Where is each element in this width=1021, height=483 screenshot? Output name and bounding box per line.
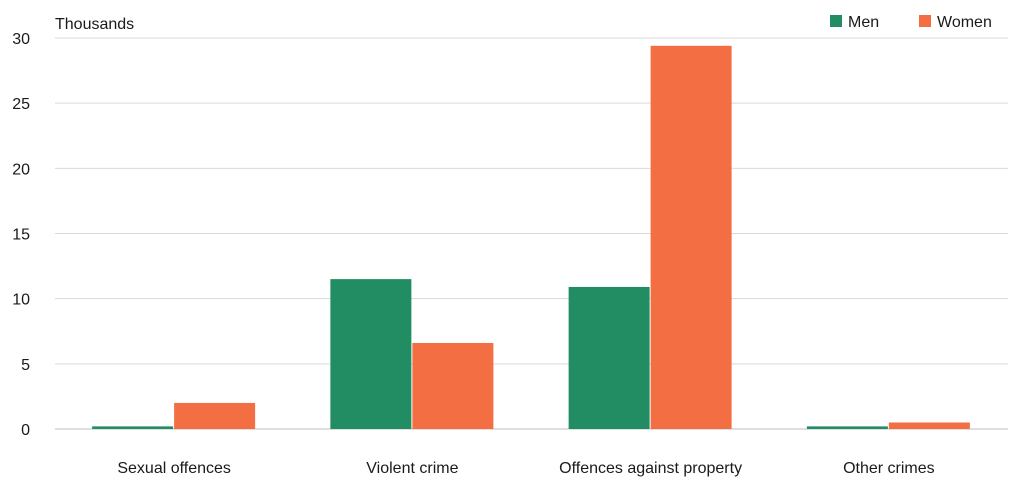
y-tick-label: 15 bbox=[12, 227, 30, 244]
legend-swatch-men bbox=[830, 15, 842, 27]
bar-men-2 bbox=[568, 286, 650, 429]
bar-women-2 bbox=[650, 45, 732, 429]
gridlines bbox=[55, 37, 1008, 430]
bar-women-0 bbox=[174, 402, 256, 429]
legend-swatch-women bbox=[919, 15, 931, 27]
y-tick-label: 10 bbox=[12, 292, 30, 309]
y-tick-label: 5 bbox=[21, 357, 30, 374]
unit-label: Thousands bbox=[55, 16, 134, 33]
x-axis-labels: Sexual offences Violent crime Offences aga… bbox=[117, 460, 934, 477]
x-category-label: Other crimes bbox=[843, 460, 935, 477]
x-category-label: Offences against property bbox=[559, 460, 742, 477]
x-category-label: Violent crime bbox=[366, 460, 458, 477]
bar-men-3 bbox=[806, 426, 888, 429]
x-category-label: Sexual offences bbox=[117, 460, 231, 477]
bar-men-1 bbox=[330, 279, 412, 429]
y-tick-label: 30 bbox=[12, 31, 30, 48]
legend-label-men: Men bbox=[848, 14, 879, 31]
bar-women-1 bbox=[412, 342, 494, 429]
bar-men-0 bbox=[92, 426, 174, 429]
y-tick-label: 20 bbox=[12, 161, 30, 178]
y-tick-label: 25 bbox=[12, 96, 30, 113]
y-axis-ticks: 0 5 10 15 20 25 30 bbox=[12, 31, 30, 439]
bars bbox=[92, 45, 970, 429]
y-tick-label: 0 bbox=[21, 422, 30, 439]
bar-women-3 bbox=[888, 422, 970, 429]
legend-label-women: Women bbox=[937, 14, 992, 31]
legend: Men Women bbox=[830, 14, 992, 31]
